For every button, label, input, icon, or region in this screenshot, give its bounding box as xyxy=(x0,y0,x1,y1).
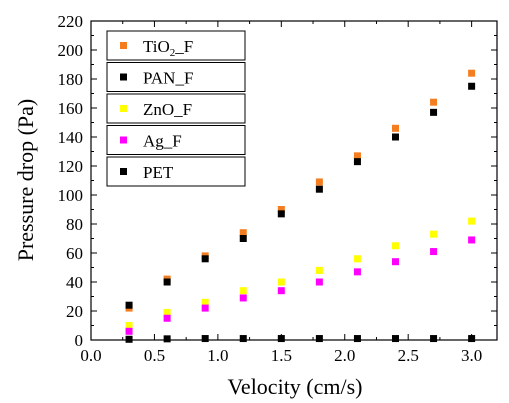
data-point-tio2-f xyxy=(430,98,438,106)
x-tick-label: 1.5 xyxy=(271,346,292,365)
data-point-pan-f xyxy=(353,158,361,166)
legend-label: ZnO_F xyxy=(143,100,192,119)
data-point-zno-f xyxy=(430,230,438,238)
legend-entry: PAN_F xyxy=(106,62,246,92)
legend-label: Ag_F xyxy=(143,132,182,151)
data-point-tio2-f xyxy=(277,206,285,213)
y-tick-label: 180 xyxy=(58,70,84,89)
data-point-pet xyxy=(315,335,323,343)
data-points xyxy=(125,69,476,343)
legend-box xyxy=(106,156,246,187)
legend-marker xyxy=(120,136,127,144)
data-point-ag-f xyxy=(315,278,323,286)
data-point-pan-f xyxy=(277,210,285,218)
legend-marker xyxy=(120,168,127,175)
data-point-ag-f xyxy=(125,327,133,335)
x-tick-label: 0.0 xyxy=(80,346,101,365)
data-point-ag-f xyxy=(468,236,476,244)
x-tick-label: 0.5 xyxy=(144,346,165,365)
data-point-ag-f xyxy=(239,294,247,302)
legend-label: PAN_F xyxy=(143,69,193,88)
y-tick-label: 100 xyxy=(58,186,84,205)
data-point-pet xyxy=(277,335,285,343)
data-point-tio2-f xyxy=(315,178,323,186)
data-point-pan-f xyxy=(468,82,476,90)
data-point-tio2-f xyxy=(468,69,476,77)
y-tick-label: 20 xyxy=(66,302,83,321)
legend-box xyxy=(106,30,246,61)
data-point-pan-f xyxy=(163,278,171,286)
y-tick-label: 120 xyxy=(58,157,84,176)
data-point-zno-f xyxy=(353,255,361,263)
data-point-pet xyxy=(201,335,209,343)
legend-marker xyxy=(120,105,127,112)
data-point-zno-f xyxy=(201,298,209,306)
data-point-pet xyxy=(392,335,399,343)
y-tick-label: 200 xyxy=(58,41,84,60)
data-point-zno-f xyxy=(277,278,285,286)
data-point-pet xyxy=(430,335,438,343)
axes: 0.0 0.5 1.0 1.5 2.0 2.5 3.0 0 20 40 60 80 100 120 140 1… xyxy=(58,12,498,365)
data-point-pan-f xyxy=(430,108,438,116)
y-axis-title: Pressure drop (Pa) xyxy=(13,99,38,262)
data-point-ag-f xyxy=(353,268,361,276)
data-point-pet xyxy=(163,335,171,343)
data-point-zno-f xyxy=(468,217,476,225)
y-tick-label: 140 xyxy=(58,128,84,147)
data-point-pan-f xyxy=(315,185,323,193)
x-axis-title: Velocity (cm/s) xyxy=(227,374,362,399)
x-tick-label: 3.0 xyxy=(461,346,482,365)
legend-entry: ZnO_F xyxy=(106,93,246,124)
x-tick-label: 2.0 xyxy=(334,346,355,365)
data-point-ag-f xyxy=(392,258,399,266)
data-point-pan-f xyxy=(392,133,399,141)
legend: TiO2_F PAN_F ZnO_F Ag_F PET xyxy=(106,30,246,187)
data-point-ag-f xyxy=(163,314,171,322)
data-point-tio2-f xyxy=(239,229,247,237)
y-tick-label: 60 xyxy=(66,244,83,263)
data-point-pan-f xyxy=(239,235,247,242)
y-tick-label: 220 xyxy=(58,12,84,31)
data-point-zno-f xyxy=(239,287,247,295)
data-point-tio2-f xyxy=(353,152,361,160)
data-point-tio2-f xyxy=(392,124,399,132)
y-tick-label: 0 xyxy=(75,331,84,350)
data-point-pet xyxy=(353,335,361,343)
data-point-pet xyxy=(239,335,247,343)
legend-label: TiO2_F xyxy=(143,37,193,59)
legend-box xyxy=(106,125,246,155)
data-point-pan-f xyxy=(125,301,133,309)
legend-box xyxy=(106,62,246,92)
legend-entry: PET xyxy=(106,156,246,187)
data-point-zno-f xyxy=(392,242,399,250)
data-point-ag-f xyxy=(277,287,285,295)
data-point-pet xyxy=(125,335,133,343)
legend-box xyxy=(106,93,246,124)
legend-marker xyxy=(120,73,127,81)
legend-entry: TiO2_F xyxy=(106,30,246,61)
x-tick-label: 2.5 xyxy=(398,346,419,365)
legend-marker xyxy=(120,42,127,49)
data-point-zno-f xyxy=(125,322,133,329)
x-tick-label: 1.0 xyxy=(207,346,228,365)
data-point-pet xyxy=(468,335,476,343)
y-tick-label: 160 xyxy=(58,99,84,118)
data-point-zno-f xyxy=(315,266,323,274)
legend-entry: Ag_F xyxy=(106,125,246,155)
data-point-ag-f xyxy=(201,304,209,312)
y-tick-label: 80 xyxy=(66,215,83,234)
y-tick-label: 40 xyxy=(66,273,83,292)
legend-label: PET xyxy=(143,163,174,182)
data-point-zno-f xyxy=(163,308,171,316)
data-point-pan-f xyxy=(201,255,209,263)
data-point-ag-f xyxy=(430,248,438,256)
